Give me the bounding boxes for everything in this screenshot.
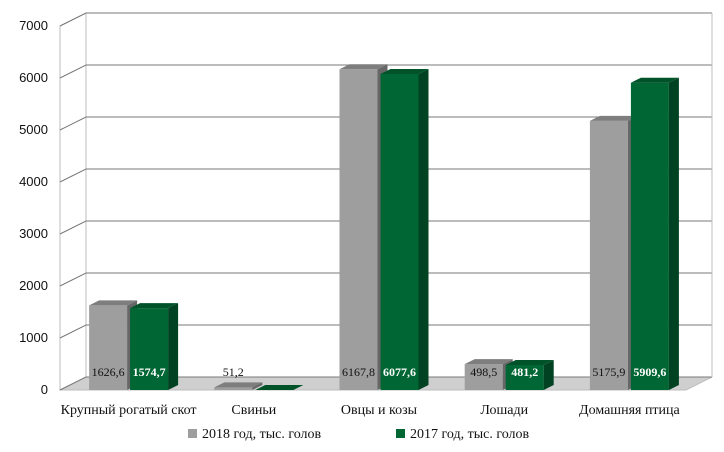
data-label: 498,5: [470, 365, 497, 379]
bar-side: [668, 77, 679, 390]
x-category-label: Свиньи: [231, 403, 276, 418]
bar-top: [505, 359, 554, 365]
bars: [89, 64, 679, 391]
bar-front: [130, 308, 169, 390]
bar-top: [214, 382, 263, 388]
legend-swatch: [188, 429, 197, 438]
gridline: [59, 116, 712, 131]
y-tick-label: 5000: [19, 122, 48, 137]
bar-front: [339, 69, 378, 390]
x-category-label: Лошади: [480, 403, 528, 418]
data-label: 6167,8: [342, 365, 375, 379]
bar-side: [543, 359, 554, 390]
gridline: [59, 64, 712, 79]
legend: 2018 год, тыс. голов 2017 год, тыс. голов: [188, 427, 530, 442]
x-axis-categories: Крупный рогатый скот Свиньи Овцы и козы Лош…: [61, 403, 681, 418]
legend-swatch: [396, 429, 405, 438]
legend-entry: 2018 год, тыс. голов: [202, 427, 322, 442]
bar-side: [168, 303, 179, 390]
bar-top: [130, 303, 179, 309]
gridline: [59, 12, 712, 27]
bar-front: [464, 364, 503, 390]
y-tick-label: 2000: [19, 278, 48, 293]
data-label: 1574,7: [133, 365, 166, 379]
gridline: [59, 272, 712, 287]
bar-top: [339, 64, 388, 70]
gridline: [59, 324, 712, 339]
y-tick-label: 3000: [19, 226, 48, 241]
y-tick-label: 6000: [19, 70, 48, 85]
bar-front: [505, 364, 544, 390]
bar-side: [252, 382, 263, 390]
bar-top: [630, 77, 679, 83]
data-label: 51,2: [223, 365, 244, 379]
bar-front: [589, 120, 628, 390]
data-label: 1626,6: [92, 365, 125, 379]
x-category-label: Овцы и козы: [341, 403, 418, 418]
y-tick-label: 7000: [19, 18, 48, 33]
data-label: 481,2: [511, 365, 538, 379]
x-category-label: Домашняя птица: [579, 403, 681, 418]
bar-front: [214, 387, 253, 390]
bar-top: [464, 359, 513, 365]
data-labels: 1626,6 1574,7 51,2 6167,8 6077,6 498,5 481,2 51…: [92, 365, 667, 379]
bar-top: [89, 300, 138, 306]
bar-side: [418, 68, 429, 391]
y-tick-label: 4000: [19, 174, 48, 189]
y-axis-ticks: 0 1000 2000 3000 4000 5000 6000 7000: [19, 18, 48, 397]
bar-front: [89, 305, 128, 390]
gridline: [59, 168, 712, 183]
bar-top: [255, 385, 304, 390]
x-category-label: Крупный рогатый скот: [61, 403, 197, 418]
data-label: 5175,9: [592, 365, 625, 379]
gridline: [59, 220, 712, 235]
bar-top: [380, 68, 429, 74]
bar-front: [380, 73, 419, 391]
bar-front: [630, 82, 669, 390]
bar-top: [589, 115, 638, 121]
data-label: 6077,6: [383, 365, 416, 379]
legend-entry: 2017 год, тыс. голов: [410, 427, 530, 442]
gridlines: [59, 12, 713, 391]
side-wall: [59, 12, 87, 391]
y-tick-label: 1000: [19, 330, 48, 345]
data-label: 5909,6: [633, 365, 666, 379]
y-tick-label: 0: [41, 382, 48, 397]
